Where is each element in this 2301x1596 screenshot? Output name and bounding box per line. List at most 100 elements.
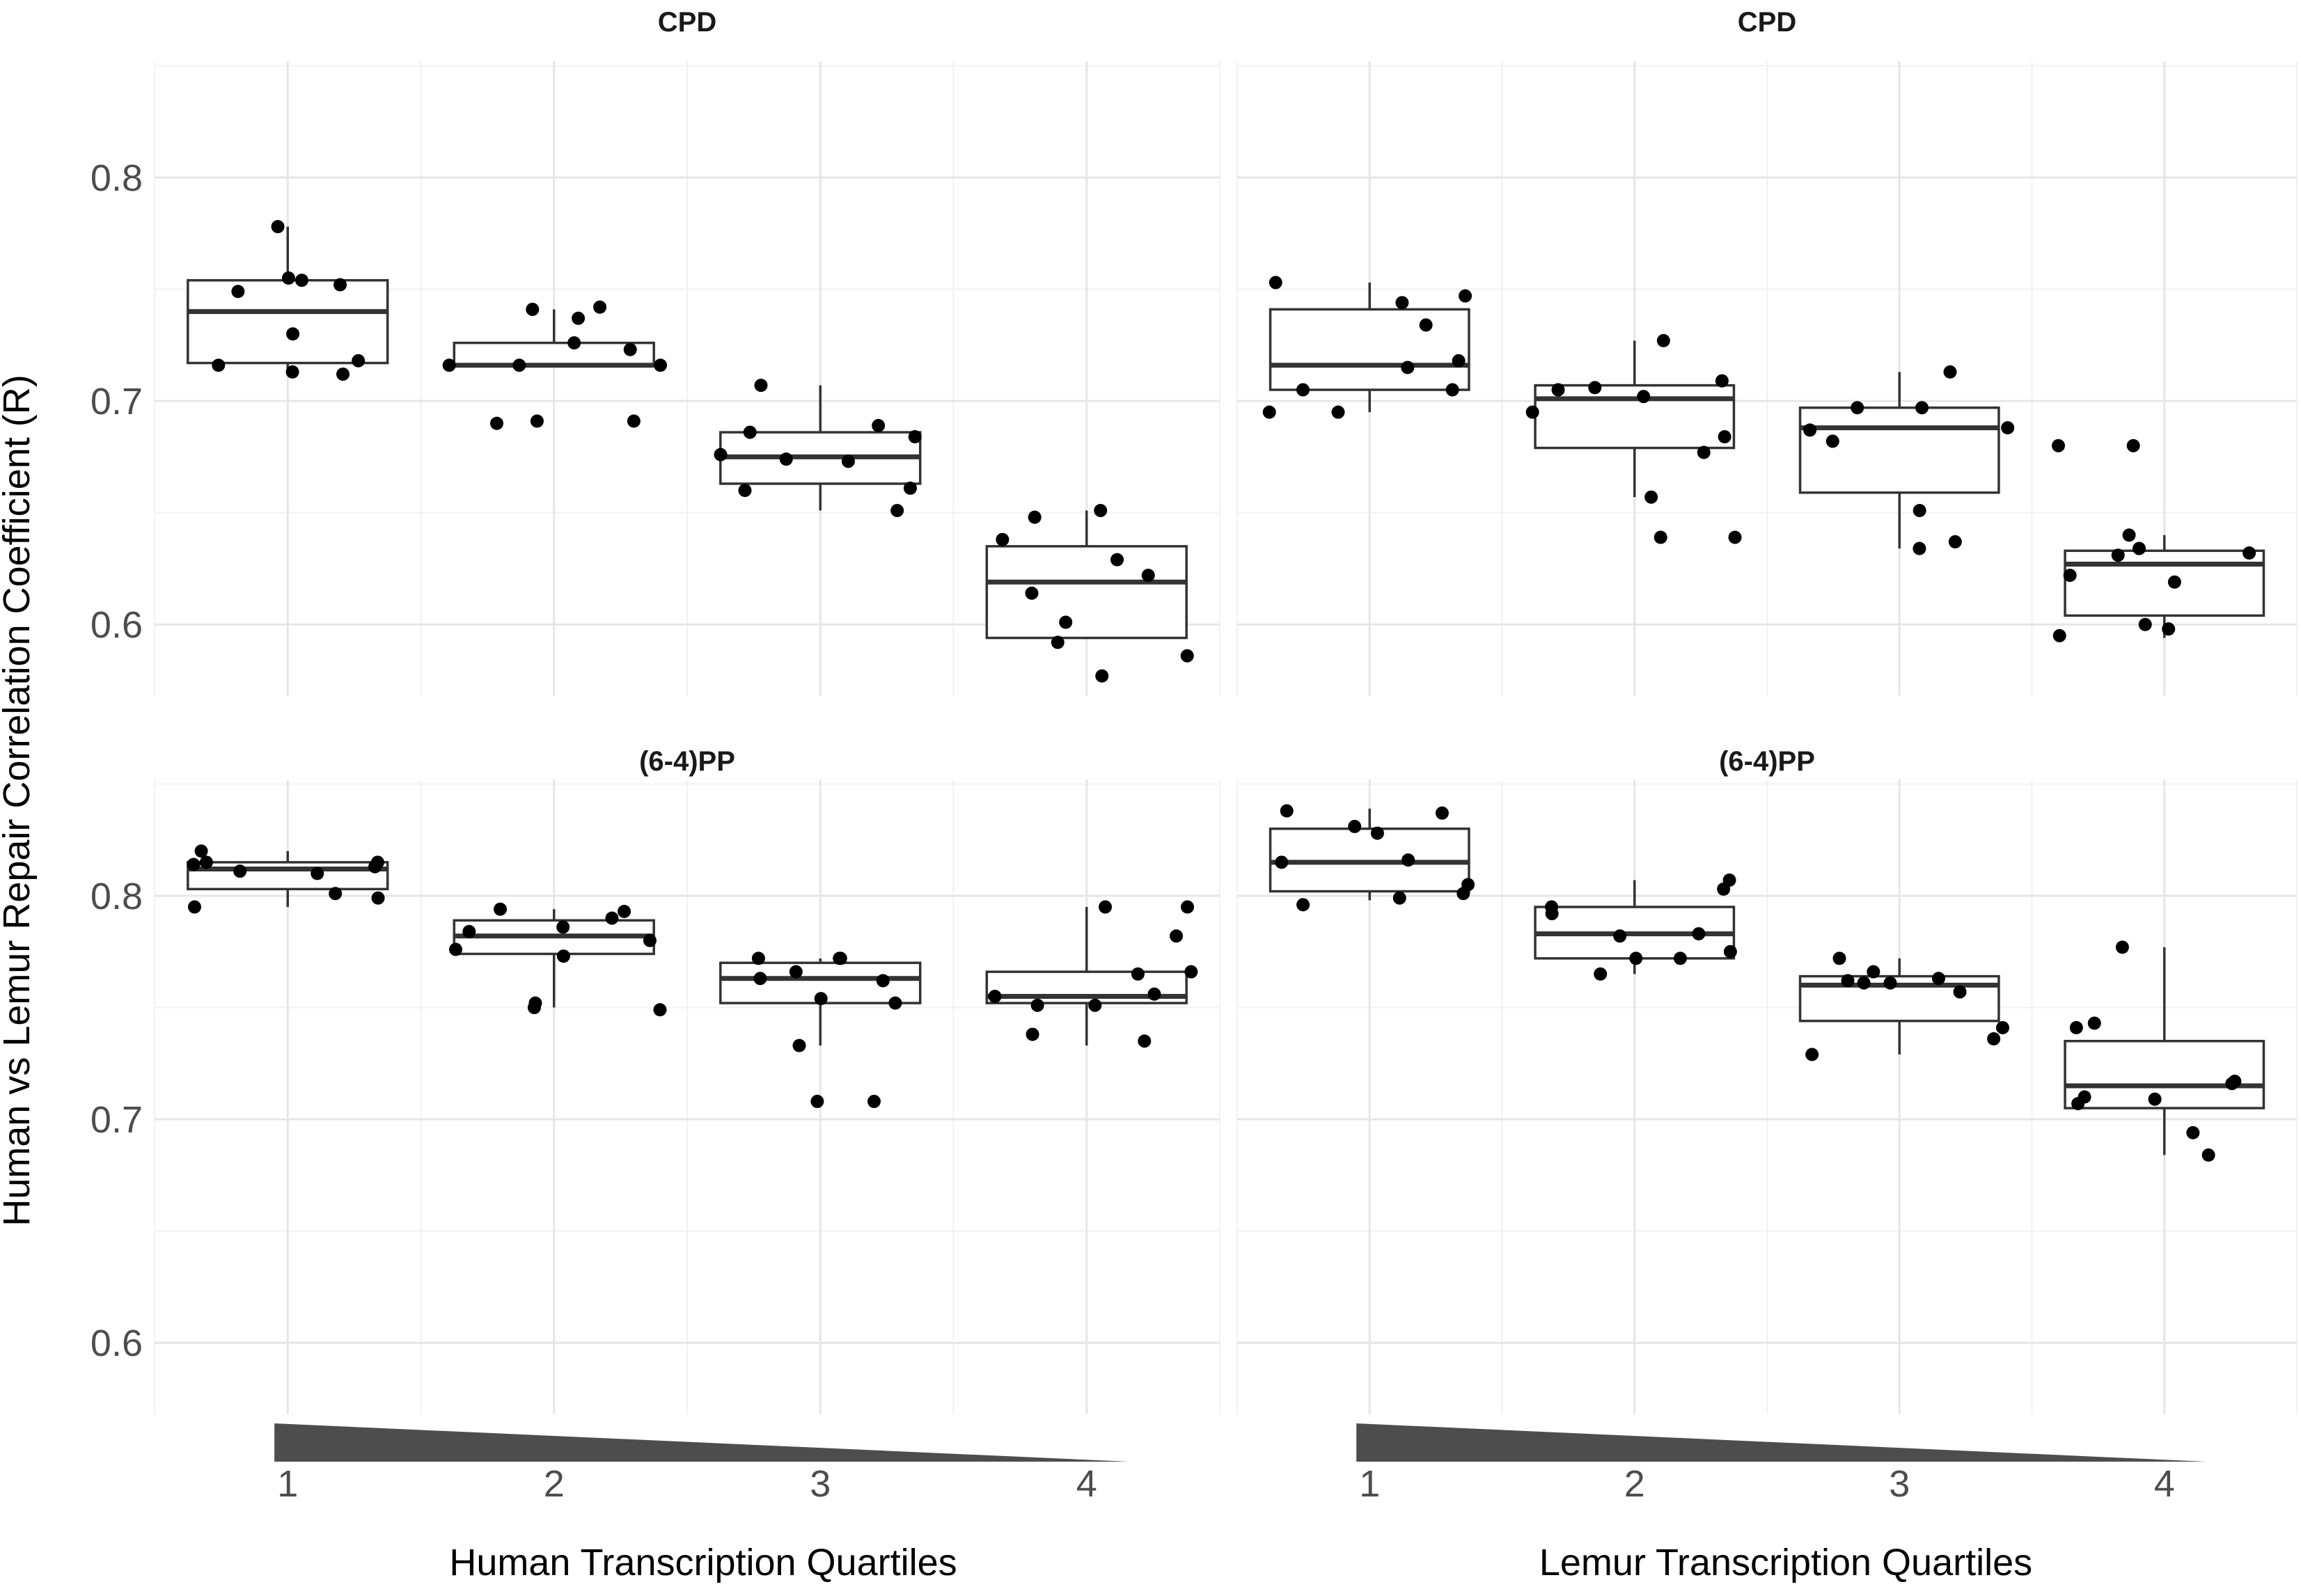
data-point: [2063, 569, 2077, 583]
data-point: [2111, 548, 2125, 562]
data-point: [2186, 1125, 2200, 1139]
data-point: [1030, 998, 1044, 1012]
data-point: [1728, 530, 1742, 544]
box-q1: [1269, 308, 1470, 391]
box-q4: [2064, 549, 2265, 617]
data-point: [1913, 542, 1926, 555]
x-tick-label: 1: [277, 1463, 298, 1505]
data-point: [2162, 622, 2176, 636]
data-point: [371, 891, 385, 905]
data-point: [1131, 967, 1145, 981]
data-point: [199, 855, 213, 869]
data-point: [352, 354, 366, 368]
data-point: [2243, 546, 2256, 560]
data-point: [743, 425, 757, 439]
data-point: [1613, 929, 1627, 943]
data-point: [527, 1001, 541, 1015]
x-tick-label: 2: [1624, 1463, 1645, 1505]
data-point: [1943, 365, 1957, 379]
data-point: [1025, 586, 1039, 600]
data-point: [194, 844, 208, 858]
data-point: [2069, 1020, 2083, 1034]
data-point: [285, 365, 299, 379]
data-point: [1094, 503, 1108, 517]
data-point: [295, 274, 308, 287]
data-point: [212, 358, 226, 372]
data-point: [1181, 900, 1195, 914]
data-point: [1715, 374, 1729, 388]
box-q2: [1534, 384, 1736, 450]
data-point: [1280, 804, 1294, 818]
data-point: [988, 989, 1002, 1003]
data-point: [792, 1038, 806, 1052]
data-point: [1551, 383, 1565, 397]
data-point: [572, 311, 586, 325]
data-point: [2138, 617, 2152, 631]
data-point: [1803, 423, 1817, 437]
y-tick-label: 0.8: [91, 157, 143, 199]
data-point: [231, 285, 245, 299]
data-point: [1629, 951, 1643, 965]
data-point: [1262, 405, 1276, 419]
data-point: [1723, 945, 1737, 958]
data-point: [1857, 976, 1871, 990]
data-point: [1296, 898, 1310, 912]
x-tick-label: 4: [2154, 1463, 2175, 1505]
data-point: [1931, 972, 1945, 986]
data-point: [311, 867, 324, 880]
data-point: [2201, 1148, 2215, 1162]
data-point: [1395, 296, 1409, 310]
data-point: [867, 1094, 881, 1108]
data-point: [494, 902, 508, 916]
data-point: [1637, 390, 1651, 404]
data-point: [1459, 289, 1473, 303]
x-tick-label: 3: [1889, 1463, 1910, 1505]
data-point: [1805, 1048, 1819, 1061]
data-point: [1275, 855, 1289, 869]
data-point: [1948, 535, 1962, 548]
data-point: [1851, 401, 1864, 415]
data-point: [1099, 900, 1113, 914]
data-point: [1184, 965, 1198, 979]
data-point: [1456, 887, 1470, 901]
x-axis-title-human: Human Transcription Quartiles: [449, 1542, 957, 1583]
data-point: [738, 484, 752, 498]
data-point: [2052, 438, 2066, 452]
data-point: [490, 416, 504, 430]
data-point: [593, 300, 607, 314]
data-point: [1392, 891, 1406, 905]
data-point: [1825, 434, 1839, 448]
data-point: [1654, 530, 1667, 544]
data-point: [618, 904, 631, 918]
data-point: [526, 302, 540, 316]
data-point: [1594, 967, 1608, 981]
data-point: [1435, 806, 1449, 820]
data-point: [1028, 510, 1042, 524]
y-tick-label: 0.6: [91, 1322, 143, 1364]
data-point: [567, 336, 581, 350]
transcription-gradient-wedge: [1356, 1423, 2207, 1462]
data-point: [754, 379, 768, 393]
x-tick-label: 2: [544, 1463, 565, 1505]
data-point: [1953, 985, 1967, 999]
data-point: [2078, 1090, 2091, 1104]
data-point: [462, 924, 476, 938]
data-point: [903, 481, 917, 495]
panel-title: CPD: [1738, 7, 1796, 38]
box-q4: [2064, 1039, 2265, 1109]
box-q3: [1798, 406, 2000, 494]
data-point: [2001, 421, 2015, 435]
data-point: [1370, 826, 1384, 840]
panel-4: (6-4)PP 1 2 3 4: [1236, 746, 2298, 1505]
data-point: [1525, 405, 1539, 419]
data-point: [654, 358, 668, 372]
data-point: [1913, 503, 1926, 517]
x-tick-label: 3: [810, 1463, 831, 1505]
data-point: [281, 271, 295, 285]
data-point: [833, 951, 847, 965]
data-point: [2115, 940, 2129, 954]
data-point: [908, 429, 922, 443]
panel-1: 0.6 0.7 0.8 CPD: [91, 7, 1220, 696]
data-point: [1588, 381, 1602, 395]
data-point: [996, 532, 1010, 546]
